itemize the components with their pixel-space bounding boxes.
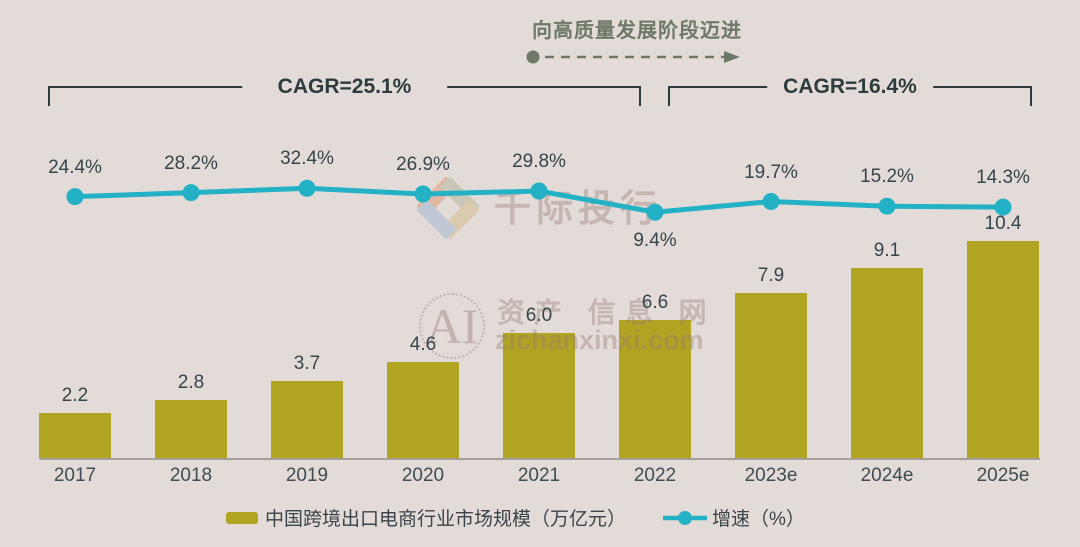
bar-value-label: 2.8 [177,372,205,393]
bar-series-swatch-icon [226,511,258,524]
growth-point [530,182,548,200]
bar-2020 [387,362,459,459]
bar-2019 [271,381,343,459]
x-tick-label: 2024e [860,465,914,486]
growth-point [646,203,664,221]
x-tick-label: 2022 [633,465,677,486]
growth-value-label: 26.9% [396,154,450,176]
bar-value-label: 4.6 [409,334,437,355]
x-tick-label: 2018 [169,465,213,486]
growth-point [414,185,432,203]
x-tick-label: 2023e [744,465,798,486]
growth-line [74,185,1004,215]
x-tick-label: 2021 [517,465,561,486]
cagr-bracket-right: CAGR=16.4% [668,75,1032,106]
bar-value-label: 6.0 [525,305,553,326]
cagr-bracket-left: CAGR=25.1% [48,75,641,106]
growth-value-label: 29.8% [512,151,566,172]
x-tick-label: 2025e [976,465,1030,486]
bar-2023e [735,293,807,459]
bar-2024e [851,268,923,459]
bar-2021 [503,333,575,459]
x-tick-label: 2017 [53,465,97,486]
growth-value-label: 32.4% [280,148,334,170]
x-tick-label: 2020 [401,465,445,486]
x-tick-label: 2019 [285,465,329,486]
bar-value-label: 9.1 [873,240,901,261]
bar-value-label: 3.7 [293,353,321,374]
cagr-right-label: CAGR=16.4% [767,75,933,99]
dashed-arrow-icon [526,50,740,64]
bar-value-label: 10.4 [984,213,1022,234]
growth-value-label: 24.4% [48,156,102,178]
bar-2022 [619,320,691,459]
legend-item-growth: 增速（%） [662,504,805,531]
bar-2018 [155,400,227,459]
line-series-swatch-icon [663,510,707,525]
legend-label-market-size: 中国跨境出口电商行业市场规模（万亿元） [265,509,627,530]
stage-annotation: 向高质量发展阶段迈进 [524,14,750,66]
bar-value-label: 2.2 [61,385,89,406]
growth-value-label: 14.3% [976,167,1030,189]
bar-value-label: 7.9 [757,265,785,286]
legend-item-market-size: 中国跨境出口电商行业市场规模（万亿元） [226,504,626,531]
legend-label-growth: 增速（%） [712,509,805,530]
growth-value-label: 9.4% [633,230,677,252]
bar-2017 [39,413,111,459]
bar-value-label: 6.6 [641,292,669,313]
bar-2025e [967,241,1039,459]
stage-annotation-label: 向高质量发展阶段迈进 [532,20,742,42]
growth-point [878,197,896,215]
watermark-brand-text: 千际投行 [494,188,662,229]
growth-value-label: 19.7% [744,161,798,183]
growth-point [66,188,84,206]
growth-value-label: 28.2% [164,152,218,174]
growth-point [298,179,316,197]
growth-value-label: 15.2% [860,166,914,188]
qianji-logo-icon [416,176,480,240]
cagr-left-label: CAGR=25.1% [241,75,448,99]
x-axis-line [40,458,1040,460]
growth-point [182,184,200,202]
growth-point [762,193,780,211]
